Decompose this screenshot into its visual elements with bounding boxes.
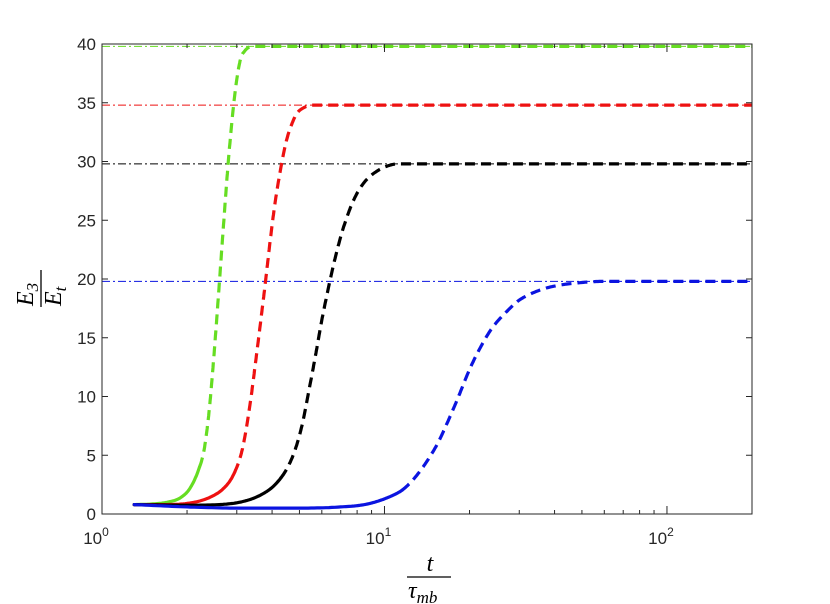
y-axis-label-denominator-subscript: t bbox=[51, 285, 70, 291]
y-axis-label-numerator-symbol: E bbox=[13, 291, 39, 307]
y-axis-label-denominator: Et bbox=[41, 285, 70, 307]
series-3-solid-line bbox=[132, 476, 283, 507]
y-axis-label-denominator-symbol: E bbox=[41, 291, 67, 307]
x-tick-label: 100 bbox=[83, 525, 109, 548]
series-4-dashed-line bbox=[400, 279, 752, 492]
y-axis-label-numerator-subscript: 3 bbox=[23, 283, 42, 293]
series-3-dashed-line bbox=[279, 162, 752, 479]
axis-tick-labels: 0 5 10 15 20 25 30 35 40 100 101 102 bbox=[77, 35, 674, 548]
y-axis-label: E3 Et bbox=[13, 270, 70, 307]
x-tick-label: 101 bbox=[366, 525, 392, 548]
y-tick-label: 35 bbox=[77, 94, 96, 113]
y-tick-label: 15 bbox=[77, 329, 96, 348]
x-axis-label-denominator-subscript: mb bbox=[417, 588, 438, 604]
y-tick-label: 25 bbox=[77, 211, 96, 230]
series-2-dashed-line bbox=[232, 103, 752, 474]
series-2-solid-line bbox=[132, 471, 236, 507]
x-axis-label-denominator: τmb bbox=[408, 578, 437, 604]
series-1-solid-line bbox=[132, 465, 202, 507]
y-tick-label: 40 bbox=[77, 35, 96, 54]
plot-frame bbox=[101, 43, 753, 515]
x-tick-label: 102 bbox=[648, 525, 674, 548]
axis-ticks bbox=[101, 43, 753, 515]
y-axis-label-numerator: E3 bbox=[13, 283, 42, 307]
y-tick-label: 30 bbox=[77, 153, 96, 172]
y-tick-label: 10 bbox=[77, 388, 96, 407]
x-axis-label-denominator-symbol: τ bbox=[408, 578, 418, 604]
x-axis-label: t τmb bbox=[407, 551, 451, 604]
series-lines bbox=[132, 44, 752, 510]
y-tick-label: 0 bbox=[87, 505, 96, 524]
y-tick-label: 5 bbox=[87, 446, 96, 465]
x-axis-label-numerator: t bbox=[427, 551, 435, 577]
series-4-solid-line bbox=[132, 488, 404, 510]
series-1-dashed-line bbox=[197, 44, 752, 468]
asymptote-lines bbox=[102, 45, 752, 282]
y-tick-label: 20 bbox=[77, 270, 96, 289]
